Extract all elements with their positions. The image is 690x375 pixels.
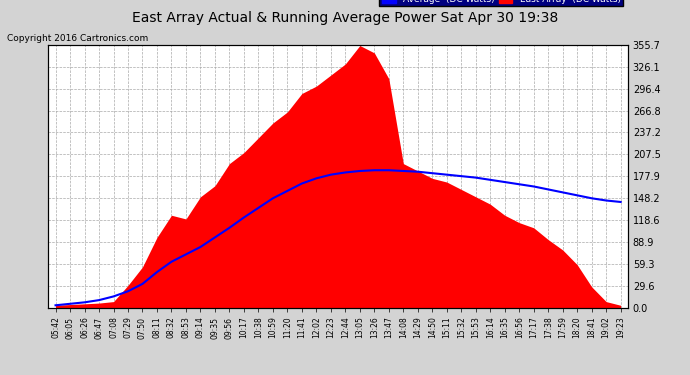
Text: East Array Actual & Running Average Power Sat Apr 30 19:38: East Array Actual & Running Average Powe…: [132, 11, 558, 25]
Legend: Average  (DC Watts), East Array  (DC Watts): Average (DC Watts), East Array (DC Watts…: [380, 0, 623, 6]
Text: Copyright 2016 Cartronics.com: Copyright 2016 Cartronics.com: [7, 34, 148, 43]
